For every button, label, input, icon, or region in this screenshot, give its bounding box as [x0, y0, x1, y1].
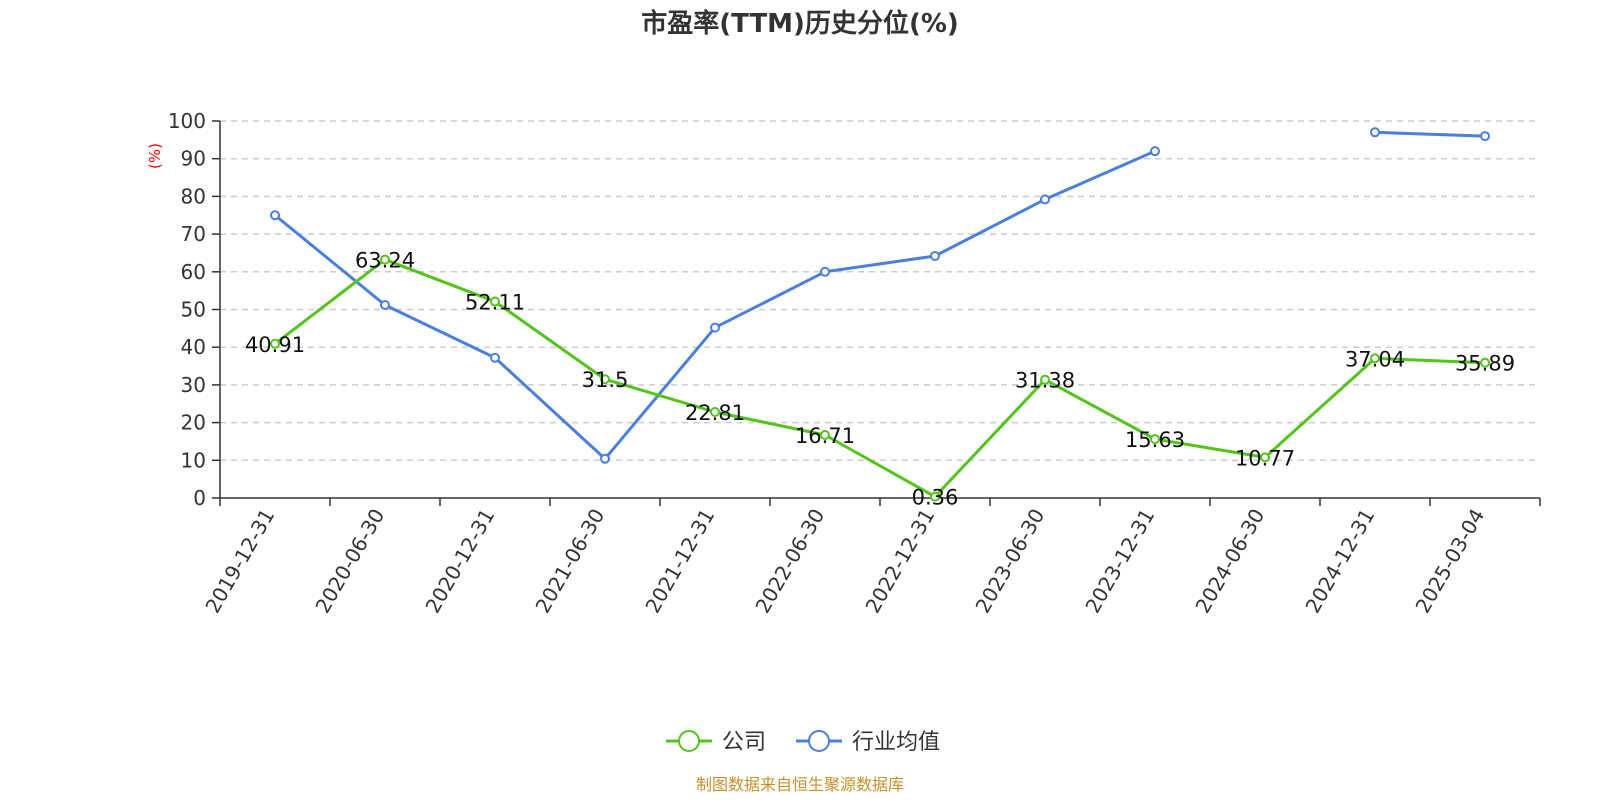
data-label: 16.71 — [795, 424, 855, 448]
data-point[interactable] — [600, 374, 610, 385]
data-point[interactable] — [710, 407, 720, 418]
data-label: 22.81 — [685, 401, 745, 425]
data-label: 63.24 — [355, 249, 415, 273]
series-line — [274, 258, 1486, 499]
y-tick-label: 70 — [181, 222, 206, 246]
source-note: 制图数据来自恒生聚源数据库 — [696, 775, 904, 794]
data-point[interactable] — [1370, 353, 1380, 364]
grid-lines — [220, 120, 1540, 462]
x-tick-label: 2020-06-30 — [310, 505, 389, 618]
y-axis-unit-label: (%) — [146, 143, 164, 169]
data-point[interactable] — [380, 299, 390, 310]
data-point[interactable] — [930, 250, 940, 261]
legend-item-2[interactable]: 行业均值 — [796, 730, 940, 755]
data-point[interactable] — [1260, 452, 1270, 463]
data-label: 31.38 — [1015, 369, 1075, 393]
y-tick-label: 100 — [168, 109, 206, 133]
data-point[interactable] — [600, 453, 610, 464]
data-point[interactable] — [1040, 194, 1050, 205]
data-point[interactable] — [1150, 434, 1160, 445]
data-label: 37.04 — [1345, 347, 1405, 371]
data-point[interactable] — [490, 296, 500, 307]
data-point[interactable] — [1480, 357, 1490, 368]
series-1 — [270, 254, 1490, 502]
axes — [212, 120, 1541, 506]
data-point[interactable] — [270, 210, 280, 221]
x-tick-label: 2025-03-04 — [1410, 505, 1489, 618]
series-2 — [270, 127, 1490, 464]
data-point[interactable] — [1370, 127, 1380, 138]
y-tick-label: 30 — [181, 373, 206, 397]
x-tick-label: 2023-06-30 — [970, 505, 1049, 618]
data-point[interactable] — [710, 322, 720, 333]
y-tick-label: 10 — [181, 448, 206, 472]
chart-title: 市盈率(TTM)历史分位(%) — [641, 8, 959, 39]
data-label: 15.63 — [1125, 428, 1185, 452]
data-point[interactable] — [490, 352, 500, 363]
x-tick-label: 2019-12-31 — [200, 505, 279, 618]
x-tick-label: 2024-06-30 — [1190, 505, 1269, 618]
data-label: 0.36 — [912, 486, 959, 510]
data-point[interactable] — [1480, 131, 1490, 142]
x-tick-label: 2021-12-31 — [640, 505, 719, 618]
x-tick-labels: 2019-12-31 2020-06-30 2020-12-31 2021-06-30… — [200, 505, 1489, 618]
legend-label: 行业均值 — [852, 730, 940, 755]
series-group — [270, 127, 1490, 502]
y-tick-labels: 0 10 20 30 40 50 60 70 80 90 100 — [168, 109, 206, 510]
data-point[interactable] — [1150, 146, 1160, 157]
y-tick-label: 90 — [181, 147, 206, 171]
x-tick-label: 2022-12-31 — [860, 505, 939, 618]
y-tick-label: 0 — [193, 486, 206, 510]
y-tick-label: 50 — [181, 298, 206, 322]
x-tick-label: 2023-12-31 — [1080, 505, 1159, 618]
legend-marker-icon — [808, 730, 830, 752]
x-tick-label: 2021-06-30 — [530, 505, 609, 618]
data-point[interactable] — [1040, 374, 1050, 385]
data-label: 10.77 — [1235, 446, 1295, 470]
data-label: 52.11 — [465, 291, 525, 315]
data-labels: 40.91 63.24 52.11 31.5 22.81 16.71 0.36 31.38 15… — [245, 249, 1515, 510]
data-point[interactable] — [270, 338, 280, 349]
x-tick-label: 2022-06-30 — [750, 505, 829, 618]
data-label: 31.5 — [582, 368, 629, 392]
legend[interactable]: 公司 行业均值 — [666, 730, 940, 755]
data-point[interactable] — [930, 491, 940, 502]
y-tick-label: 40 — [181, 335, 206, 359]
legend-item-1[interactable]: 公司 — [666, 730, 766, 755]
x-tick-label: 2020-12-31 — [420, 505, 499, 618]
y-tick-label: 80 — [181, 184, 206, 208]
x-tick-label: 2024-12-31 — [1300, 505, 1379, 618]
legend-label: 公司 — [722, 730, 766, 755]
y-tick-label: 60 — [181, 260, 206, 284]
data-point[interactable] — [820, 430, 830, 441]
legend-marker-icon — [678, 730, 700, 752]
data-label: 35.89 — [1455, 352, 1515, 376]
y-tick-label: 20 — [181, 411, 206, 435]
data-point[interactable] — [380, 254, 390, 265]
data-label: 40.91 — [245, 333, 305, 357]
series-line — [1374, 130, 1486, 138]
data-point[interactable] — [820, 266, 830, 277]
